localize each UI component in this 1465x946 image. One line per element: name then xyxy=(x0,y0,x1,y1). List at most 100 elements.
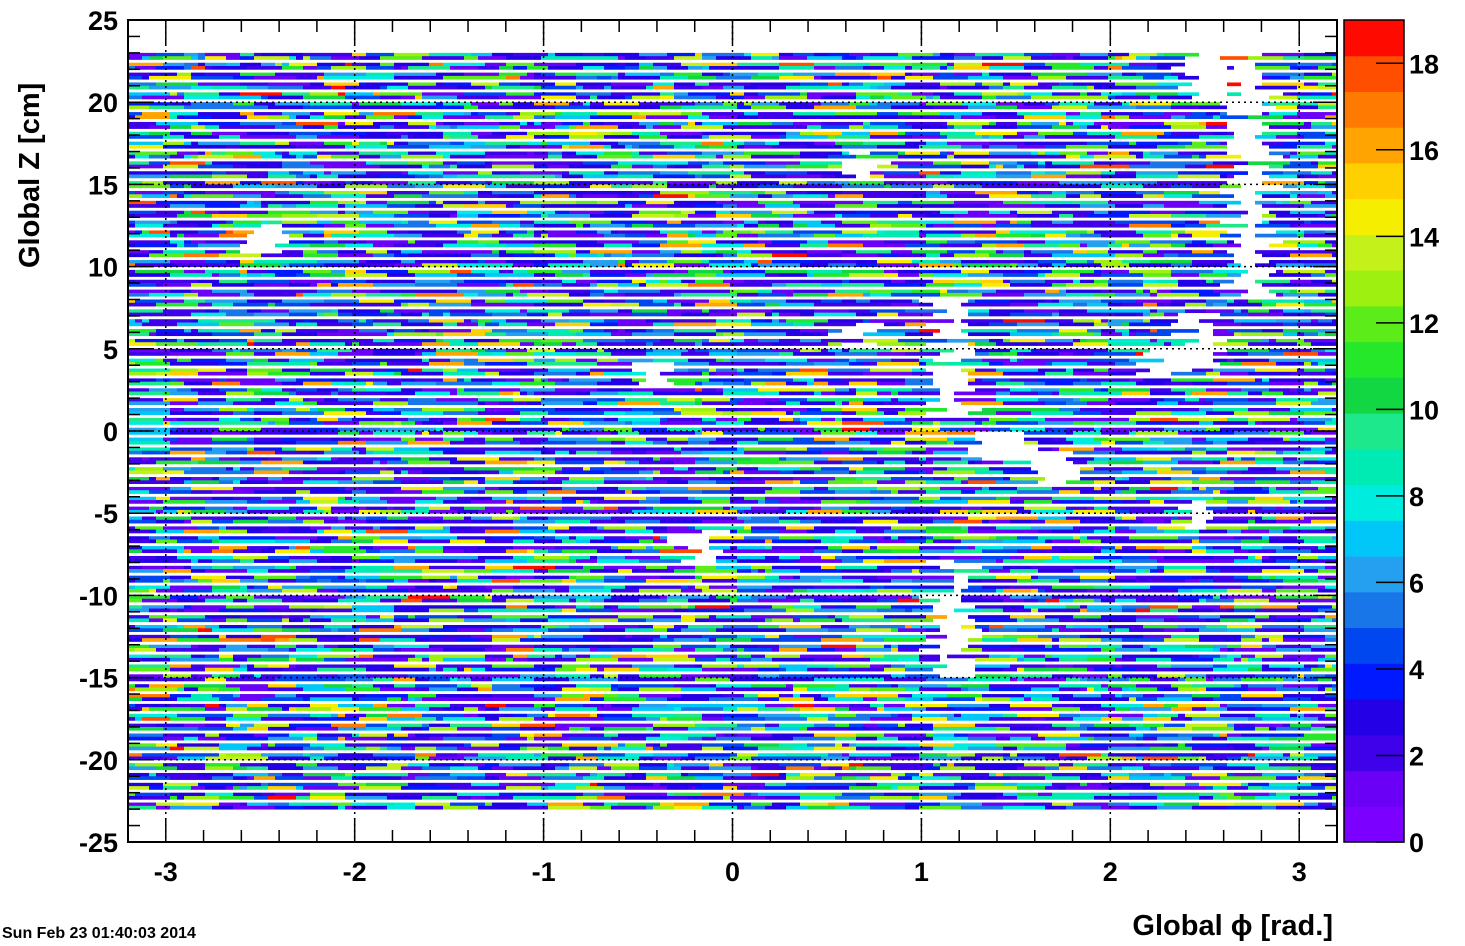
heatmap-cell xyxy=(212,151,226,156)
heatmap-cell xyxy=(933,273,968,277)
heatmap-cell xyxy=(646,348,653,353)
heatmap-cell xyxy=(128,457,142,461)
heatmap-cell xyxy=(317,66,331,70)
heatmap-cell xyxy=(478,411,520,415)
heatmap-cell xyxy=(317,457,331,461)
heatmap-cell xyxy=(506,348,527,353)
heatmap-cell xyxy=(401,457,429,461)
heatmap-cell xyxy=(1185,230,1227,235)
heatmap-cell xyxy=(184,194,191,198)
heatmap-cell xyxy=(772,407,807,412)
heatmap-cell xyxy=(1038,516,1066,521)
heatmap-cell xyxy=(534,467,562,471)
heatmap-cell xyxy=(1136,506,1178,511)
heatmap-cell xyxy=(198,401,233,406)
heatmap-cell xyxy=(702,401,730,406)
heatmap-cell xyxy=(975,460,982,465)
heatmap-cell xyxy=(520,121,527,126)
heatmap-cell xyxy=(170,486,191,491)
heatmap-cell xyxy=(1325,250,1337,254)
heatmap-cell xyxy=(128,417,163,422)
heatmap-cell xyxy=(184,407,219,412)
heatmap-cell xyxy=(394,477,429,481)
heatmap-cell xyxy=(1059,184,1101,189)
heatmap-cell xyxy=(1157,401,1178,406)
heatmap-cell xyxy=(1136,230,1171,235)
heatmap-cell xyxy=(310,210,338,215)
heatmap-cell xyxy=(317,417,338,422)
heatmap-cell xyxy=(415,75,443,80)
heatmap-cell xyxy=(135,269,156,274)
heatmap-cell xyxy=(380,204,387,208)
heatmap-cell xyxy=(1311,312,1325,317)
heatmap-cell xyxy=(548,161,583,166)
heatmap-cell xyxy=(513,437,548,442)
heatmap-cell xyxy=(807,352,835,356)
heatmap-cell xyxy=(877,486,919,491)
heatmap-cell xyxy=(695,279,723,284)
heatmap-cell xyxy=(422,312,429,317)
heatmap-cell xyxy=(667,220,681,225)
heatmap-cell xyxy=(660,171,688,175)
heatmap-cell xyxy=(394,371,401,376)
heatmap-cell xyxy=(1031,509,1073,514)
heatmap-cell xyxy=(1164,539,1178,544)
heatmap-cell xyxy=(1255,457,1283,461)
heatmap-cell xyxy=(632,269,646,274)
heatmap-cell xyxy=(149,161,170,166)
heatmap-cell xyxy=(1150,260,1192,264)
heatmap-cell xyxy=(128,467,135,471)
heatmap-cell xyxy=(457,125,499,129)
heatmap-cell xyxy=(226,151,254,156)
heatmap-cell xyxy=(191,460,198,465)
heatmap-cell xyxy=(443,135,450,139)
heatmap-cell xyxy=(709,477,751,481)
heatmap-cell xyxy=(520,309,527,314)
heatmap-cell xyxy=(450,250,492,254)
heatmap-cell xyxy=(1332,190,1337,195)
heatmap-cell xyxy=(695,437,716,442)
heatmap-cell xyxy=(233,480,240,485)
heatmap-cell xyxy=(597,348,604,353)
heatmap-cell xyxy=(793,223,807,228)
heatmap-cell xyxy=(989,352,1003,356)
heatmap-cell xyxy=(1031,194,1066,198)
heatmap-cell xyxy=(373,371,394,376)
heatmap-cell xyxy=(1269,125,1311,129)
heatmap-cell xyxy=(268,519,303,524)
heatmap-cell xyxy=(163,141,184,146)
heatmap-cell xyxy=(765,220,793,225)
heatmap-cell xyxy=(989,135,1003,139)
heatmap-cell xyxy=(590,371,604,376)
heatmap-cell xyxy=(359,233,394,238)
heatmap-cell xyxy=(233,516,240,521)
heatmap-cell xyxy=(800,411,842,415)
heatmap-cell xyxy=(639,260,667,264)
heatmap-cell xyxy=(1178,151,1192,156)
heatmap-cell xyxy=(275,141,282,146)
heatmap-cell xyxy=(982,283,1010,287)
heatmap-cell xyxy=(695,154,716,159)
heatmap-cell xyxy=(520,516,527,521)
heatmap-cell xyxy=(674,269,688,274)
heatmap-cell xyxy=(324,190,359,195)
heatmap-cell xyxy=(359,220,401,225)
heatmap-cell xyxy=(499,253,513,258)
heatmap-cell xyxy=(1332,253,1337,258)
heatmap-cell xyxy=(891,398,898,402)
heatmap-cell xyxy=(233,486,275,491)
heatmap-cell xyxy=(261,529,289,534)
heatmap-cell xyxy=(1213,490,1220,494)
heatmap-cell xyxy=(919,358,933,363)
heatmap-cell xyxy=(576,447,611,452)
heatmap-cell xyxy=(457,283,499,287)
heatmap-cell xyxy=(429,220,457,225)
heatmap-cell xyxy=(1171,213,1206,218)
heatmap-cell xyxy=(800,92,807,97)
heatmap-cell xyxy=(786,283,821,287)
heatmap-cell xyxy=(716,240,758,244)
heatmap-cell xyxy=(1171,102,1192,106)
heatmap-cell xyxy=(1164,52,1199,57)
heatmap-cell xyxy=(940,427,947,432)
heatmap-cell xyxy=(289,62,317,67)
